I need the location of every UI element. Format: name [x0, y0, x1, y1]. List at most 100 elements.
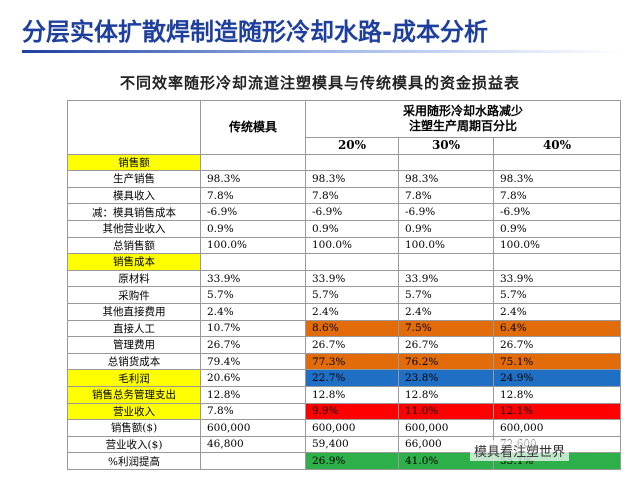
value-cell: 22.7% [305, 369, 399, 387]
table: 传统模具 采用随形冷却水路减少 注塑生产周期百分比 20% 30% 40% 销售额 生产… [67, 100, 621, 470]
value-cell: -6.9% [200, 203, 306, 221]
value-cell: 75.1% [493, 352, 621, 371]
value-cell: 77.3% [305, 352, 399, 371]
row-label: 生产销售 [67, 170, 201, 188]
row-label: 管理费用 [67, 336, 201, 354]
value-cell: 600,000 [200, 419, 306, 437]
row-label: 其他直接费用 [67, 302, 201, 321]
value-cell: 98.3% [305, 170, 399, 188]
value-cell [398, 253, 494, 271]
value-cell: 7.5% [398, 319, 494, 338]
value-cell [200, 452, 306, 470]
row-label: 原材料 [67, 269, 201, 288]
row-label: 模具收入 [67, 186, 201, 205]
value-cell: 0.9% [305, 219, 399, 238]
title: 分层实体扩散焊制造随形冷却水路-成本分析 [22, 18, 488, 46]
row-label: 销售额 [67, 153, 201, 172]
value-cell: 76.2% [398, 352, 494, 371]
value-cell: 98.3% [398, 170, 494, 188]
value-cell: 7.8% [493, 186, 621, 205]
row-label: 销售成本 [67, 253, 201, 271]
value-cell: 26.7% [305, 336, 399, 354]
value-cell: 33.9% [200, 269, 306, 288]
value-cell: 0.9% [200, 219, 306, 238]
value-cell: 12.8% [398, 385, 494, 404]
value-cell: 2.4% [305, 302, 399, 321]
value-cell: -6.9% [305, 203, 399, 221]
value-cell [398, 153, 494, 172]
value-cell: 10.7% [200, 319, 306, 338]
value-cell: 2.4% [398, 302, 494, 321]
value-cell: 2.4% [493, 302, 621, 321]
blank-cell [67, 100, 201, 155]
value-cell: 26.7% [398, 336, 494, 354]
value-cell: 26.7% [493, 336, 621, 354]
row-label: 营业收入 [67, 402, 201, 421]
row-label: 销售额($) [67, 419, 201, 437]
value-cell: 7.8% [398, 186, 494, 205]
watermark: 模具看注塑世界 [470, 440, 570, 461]
value-cell: 59,400 [305, 435, 399, 454]
row-label: 营业收入($) [67, 435, 201, 454]
value-cell: 12.8% [305, 385, 399, 404]
title-rule [22, 50, 622, 53]
value-cell [305, 153, 399, 172]
value-cell: 20.6% [200, 369, 306, 387]
value-cell: 600,000 [305, 419, 399, 437]
value-cell: 8.6% [305, 319, 399, 338]
value-cell: 11.0% [398, 402, 494, 421]
value-cell: 33.9% [305, 269, 399, 288]
value-cell: 79.4% [200, 352, 306, 371]
value-cell: 12.1% [493, 402, 621, 421]
value-cell: 600,000 [493, 419, 621, 437]
header-cell: 采用随形冷却水路减少 注塑生产周期百分比 [305, 100, 621, 138]
value-cell: 46,800 [200, 435, 306, 454]
value-cell [200, 253, 306, 271]
subtitle: 不同效率随形冷却流道注塑模具与传统模具的资金损益表 [119, 74, 520, 92]
value-cell [305, 253, 399, 271]
value-cell: 5.7% [493, 286, 621, 304]
value-cell: 5.7% [398, 286, 494, 304]
value-cell: 12.8% [200, 385, 306, 404]
value-cell: 33.9% [493, 269, 621, 288]
header-cell: 20% [305, 137, 399, 155]
value-cell: -6.9% [398, 203, 494, 221]
row-label: 采购件 [67, 286, 201, 304]
row-label: 总销售额 [67, 236, 201, 255]
value-cell [200, 153, 306, 172]
value-cell [493, 253, 621, 271]
value-cell: 24.9% [493, 369, 621, 387]
row-label: 减：模具销售成本 [67, 203, 201, 221]
value-cell: 12.8% [493, 385, 621, 404]
value-cell: 7.8% [200, 402, 306, 421]
header-cell: 30% [398, 137, 494, 155]
row-label: 直接人工 [67, 319, 201, 338]
row-label: 其他营业收入 [67, 219, 201, 238]
value-cell: 98.3% [200, 170, 306, 188]
value-cell: 26.7% [200, 336, 306, 354]
value-cell: 5.7% [305, 286, 399, 304]
value-cell: -6.9% [493, 203, 621, 221]
value-cell: 2.4% [200, 302, 306, 321]
value-cell: 98.3% [493, 170, 621, 188]
value-cell [493, 153, 621, 172]
value-cell: 23.8% [398, 369, 494, 387]
value-cell: 100.0% [305, 236, 399, 255]
value-cell: 26.9% [305, 452, 399, 470]
row-label: 总销货成本 [67, 352, 201, 371]
value-cell: 7.8% [200, 186, 306, 205]
value-cell: 0.9% [493, 219, 621, 238]
header-cell: 传统模具 [200, 100, 306, 155]
value-cell: 9.9% [305, 402, 399, 421]
value-cell: 7.8% [305, 186, 399, 205]
header-cell: 40% [493, 137, 621, 155]
value-cell: 600,000 [398, 419, 494, 437]
value-cell: 100.0% [398, 236, 494, 255]
value-cell: 100.0% [200, 236, 306, 255]
row-label: 销售总务管理支出 [67, 385, 201, 404]
value-cell: 5.7% [200, 286, 306, 304]
row-label: 毛利润 [67, 369, 201, 387]
value-cell: 0.9% [398, 219, 494, 238]
value-cell: 33.9% [398, 269, 494, 288]
